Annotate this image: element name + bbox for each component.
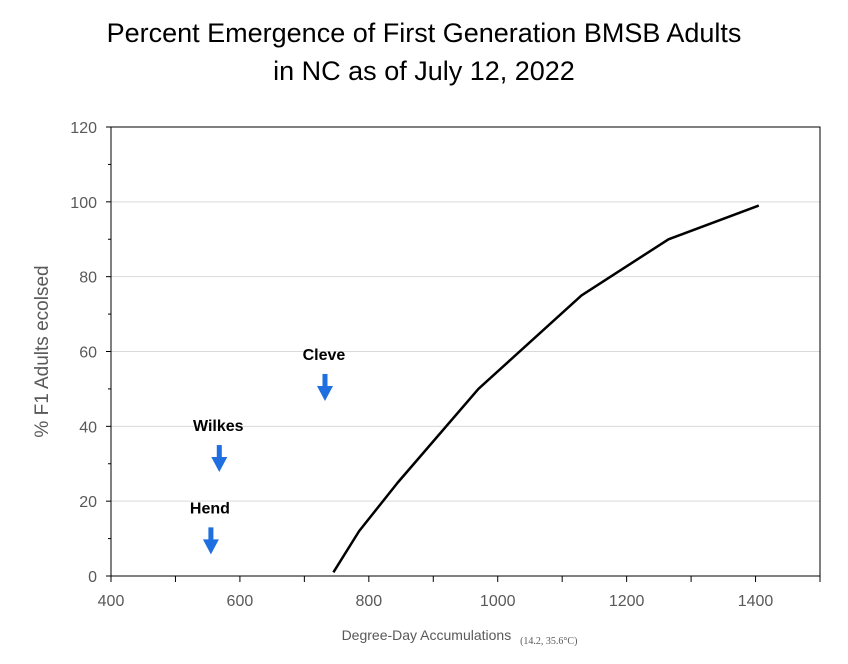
y-tick-label: 120 (70, 120, 97, 137)
y-tick-label: 80 (79, 270, 97, 287)
chart-title-line1: Percent Emergence of First Generation BM… (106, 18, 742, 48)
x-tick-label: 1000 (480, 593, 516, 610)
annotation-cleve: Cleve (303, 347, 346, 401)
annotation-wilkes: Wilkes (193, 418, 244, 473)
series-line-0 (332, 204, 760, 573)
y-tick-label: 60 (79, 345, 97, 362)
arrow-down-icon-shaft (208, 527, 214, 542)
arrow-down-icon (316, 385, 333, 401)
chart-title: Percent Emergence of First Generation BM… (0, 14, 848, 90)
x-tick-label: 800 (355, 593, 382, 610)
series-group (332, 204, 760, 573)
annotation-label: Hend (190, 500, 230, 517)
arrow-down-icon (211, 457, 228, 473)
y-tick-label: 100 (70, 195, 97, 212)
chart-title-line2: in NC as of July 12, 2022 (273, 56, 575, 86)
x-tick-label: 1200 (609, 593, 645, 610)
annotation-hend: Hend (190, 500, 230, 555)
arrow-down-icon-shaft (216, 445, 222, 460)
x-axis-label-main: Degree-Day Accumulations (342, 627, 512, 643)
y-tick-label: 40 (79, 419, 97, 436)
ticks: 0 20 40 60 80 100 120 400 600 800 1000 1200 1400 (70, 120, 821, 610)
arrow-down-icon (202, 539, 219, 555)
x-tick-label: 1400 (738, 593, 774, 610)
x-tick-label: 600 (227, 593, 254, 610)
annotation-label: Wilkes (193, 418, 244, 435)
y-tick-label: 0 (88, 569, 97, 586)
x-axis-label: Degree-Day Accumulations (14.2, 35.6°C) (342, 627, 578, 647)
annotations: Cleve Wilkes Hend (190, 347, 346, 555)
y-axis-label: % F1 Adults ecolsed (32, 265, 53, 437)
x-tick-label: 400 (98, 593, 125, 610)
y-tick-label: 20 (79, 494, 97, 511)
gridlines (111, 201, 820, 502)
arrow-down-icon-shaft (322, 373, 328, 388)
annotation-label: Cleve (303, 347, 346, 364)
x-axis-label-sub: (14.2, 35.6°C) (520, 636, 577, 647)
plot-frame (110, 126, 821, 577)
